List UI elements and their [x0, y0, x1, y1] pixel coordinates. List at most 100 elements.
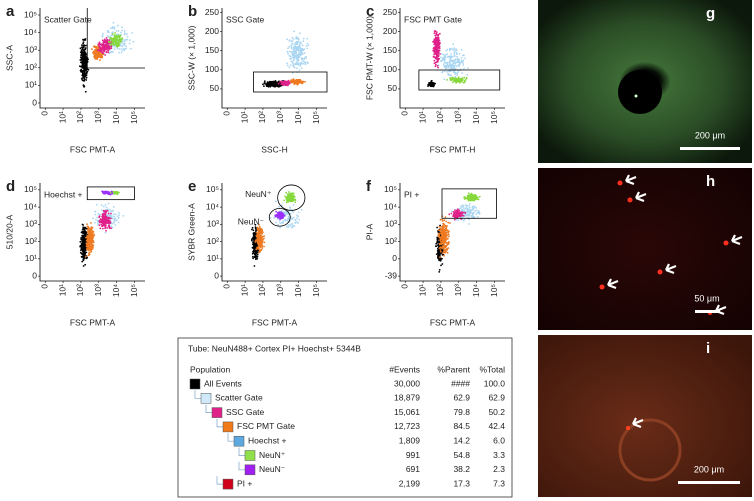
event-dot — [290, 81, 293, 83]
micrograph-h — [538, 168, 752, 330]
gate-label: FSC PMT Gate — [404, 14, 462, 24]
event-dot — [293, 50, 296, 52]
table-cell: 2,199 — [399, 478, 421, 488]
event-dot — [101, 225, 103, 228]
y-tick-label: 10⁴ — [206, 201, 219, 211]
table-cell: 7.3 — [493, 478, 505, 488]
event-dot — [101, 190, 103, 193]
event-dot — [460, 61, 463, 64]
event-dot — [434, 65, 437, 68]
event-dot — [437, 241, 440, 244]
event-dot — [109, 210, 112, 213]
x-tick-label: 10⁵ — [489, 284, 499, 297]
event-dot — [433, 83, 435, 86]
event-dot — [300, 42, 302, 45]
event-dot — [288, 66, 291, 69]
y-tick-label: 10² — [385, 236, 397, 246]
event-dot — [258, 237, 261, 240]
event-dot — [443, 219, 446, 222]
population-name: NeuN⁺ — [259, 450, 286, 460]
event-dot — [84, 263, 87, 266]
x-tick-label: 10¹ — [239, 284, 249, 296]
event-dot — [107, 49, 109, 52]
event-dot — [123, 30, 126, 32]
scale-bar-label: 50 μm — [694, 293, 719, 303]
event-dot — [90, 247, 92, 250]
event-dot — [258, 243, 261, 246]
event-dot — [81, 44, 83, 46]
event-dot — [258, 240, 261, 243]
event-dot — [453, 54, 456, 56]
event-dot — [100, 223, 103, 226]
event-dot — [269, 217, 272, 219]
event-dot — [81, 237, 83, 240]
event-dot — [473, 195, 476, 198]
event-dot — [298, 52, 300, 55]
event-dot — [121, 26, 123, 29]
event-dot — [91, 226, 94, 229]
event-dot — [432, 47, 435, 50]
event-dot — [443, 223, 445, 226]
tree-line — [238, 461, 245, 471]
event-dot — [277, 223, 279, 226]
event-dot — [128, 42, 131, 45]
population-name: Scatter Gate — [215, 393, 263, 403]
event-dot — [82, 242, 84, 245]
event-dot — [99, 50, 102, 52]
event-dot — [452, 49, 455, 51]
population-name: Hoechst + — [248, 435, 287, 445]
event-dot — [285, 191, 287, 194]
event-dot — [435, 53, 438, 55]
event-dot — [119, 35, 121, 38]
event-dot — [444, 229, 446, 232]
event-dot — [293, 196, 296, 198]
table-title: Tube: NeuN488+ Cortex PI+ Hoechst+ 5344B — [188, 343, 361, 353]
event-dot — [253, 265, 256, 267]
table-cell: 54.8 — [453, 450, 470, 460]
event-dot — [120, 40, 123, 43]
event-dot — [84, 231, 87, 234]
event-dot — [435, 31, 438, 34]
event-dot — [283, 199, 285, 202]
event-dot — [454, 209, 456, 212]
event-dot — [261, 238, 264, 241]
gate — [441, 188, 497, 219]
event-dot — [116, 38, 118, 41]
event-dot — [102, 41, 105, 43]
event-dot — [280, 221, 283, 224]
event-dot — [438, 32, 441, 35]
event-dot — [92, 247, 94, 249]
event-dot — [435, 42, 437, 44]
event-dot — [294, 201, 297, 204]
event-dot — [459, 211, 462, 214]
event-dot — [297, 215, 300, 218]
event-dot — [449, 76, 452, 79]
event-dot — [108, 31, 110, 34]
event-dot — [257, 228, 260, 231]
table-cell: 38.2 — [453, 464, 470, 474]
event-dot — [81, 247, 83, 250]
event-dot — [464, 197, 467, 200]
event-dot — [437, 232, 440, 235]
event-dot — [442, 63, 445, 66]
event-dot — [458, 62, 461, 64]
event-dot — [79, 47, 82, 50]
event-dot — [300, 208, 303, 211]
event-dot — [122, 42, 124, 45]
event-dot — [468, 202, 471, 205]
event-dot — [113, 215, 115, 218]
event-dot — [449, 222, 451, 224]
event-dot — [88, 234, 91, 237]
event-dot — [446, 63, 449, 66]
event-dot — [98, 216, 100, 219]
event-dot — [254, 236, 257, 239]
event-dot — [442, 58, 444, 61]
event-dot — [450, 55, 452, 58]
event-dot — [257, 233, 260, 236]
event-dot — [453, 47, 455, 50]
event-dot — [297, 37, 299, 40]
event-dot — [80, 49, 83, 52]
event-dot — [447, 231, 450, 234]
event-dot — [104, 48, 107, 50]
